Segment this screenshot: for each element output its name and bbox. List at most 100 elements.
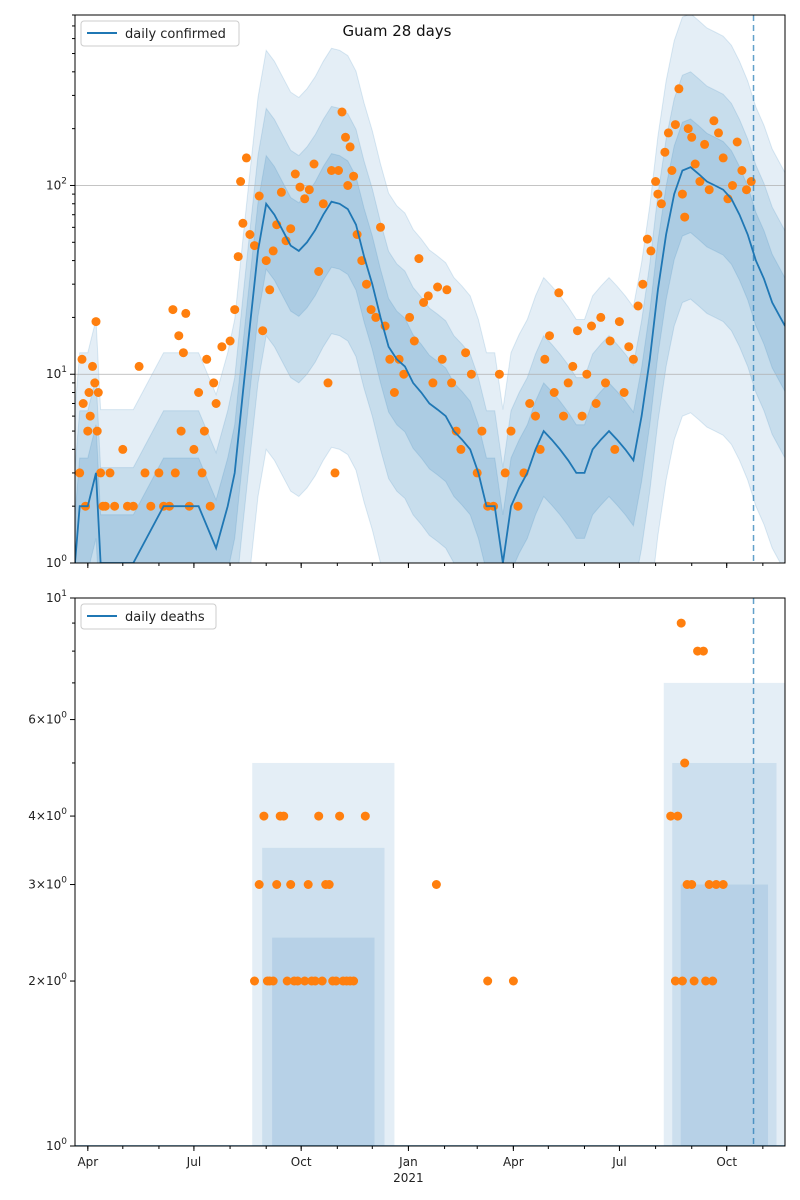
data-point <box>77 354 87 364</box>
data-point <box>701 976 711 986</box>
data-point <box>345 142 355 152</box>
data-point <box>327 166 336 175</box>
data-point <box>194 388 204 397</box>
data-point <box>261 256 271 266</box>
data-point <box>241 153 251 163</box>
data-point <box>689 976 699 986</box>
data-point <box>83 426 93 436</box>
data-point <box>303 880 313 889</box>
x-tick-label: Jul <box>186 1155 201 1169</box>
data-point <box>286 224 296 234</box>
data-point <box>100 501 110 511</box>
data-point <box>281 236 291 246</box>
data-point <box>642 234 652 244</box>
confirmed-plot-frame <box>74 14 786 564</box>
data-point <box>323 378 333 388</box>
data-point <box>573 326 582 336</box>
x-tick-label: Oct <box>291 1155 312 1169</box>
data-point <box>268 976 278 986</box>
data-point <box>238 218 248 228</box>
death-band-2-3 <box>680 884 769 1146</box>
data-point <box>335 811 345 821</box>
data-point <box>405 312 415 322</box>
confirmed-legend: daily confirmed <box>80 20 240 47</box>
data-point <box>676 618 686 628</box>
data-point <box>477 426 487 436</box>
data-point <box>414 254 424 264</box>
data-point <box>419 298 429 307</box>
data-point <box>674 84 684 94</box>
data-point <box>680 212 690 222</box>
data-point <box>698 646 708 656</box>
data-point <box>614 317 624 327</box>
data-point <box>732 137 742 147</box>
death-band-1-3 <box>272 937 375 1146</box>
death-band-1-2 <box>262 847 385 1146</box>
data-point <box>230 305 240 315</box>
data-point <box>656 199 666 209</box>
death-band-1-1 <box>252 762 395 1146</box>
data-point <box>154 468 164 478</box>
data-point <box>286 880 296 889</box>
data-point <box>225 336 235 346</box>
y-tick-label: 3×100 <box>28 876 67 892</box>
y-tick-label: 6×100 <box>28 711 67 727</box>
data-point <box>84 388 94 397</box>
data-point <box>258 326 268 336</box>
data-point <box>276 187 286 197</box>
data-point <box>508 976 518 986</box>
data-point <box>366 305 376 315</box>
data-point <box>105 468 115 478</box>
data-point <box>300 976 310 986</box>
data-point <box>181 308 191 318</box>
confirmed-panel: 100 101 102 Guam 28 days daily confirmed <box>46 14 786 570</box>
x-tick-label: Apr <box>503 1155 524 1169</box>
data-point <box>217 342 227 352</box>
data-point <box>268 246 278 256</box>
deaths-x-ticks: Apr Jul Oct Jan 2021 Apr Jul Oct <box>77 1146 764 1185</box>
data-point <box>254 880 264 889</box>
data-point <box>168 305 178 315</box>
data-point <box>709 116 719 126</box>
data-point <box>91 317 101 327</box>
data-point <box>324 880 334 889</box>
data-point <box>245 230 255 239</box>
data-point <box>75 468 85 478</box>
chart-title: Guam 28 days <box>343 22 452 40</box>
data-point <box>199 426 209 436</box>
data-point <box>466 369 476 379</box>
data-point <box>343 181 353 190</box>
data-point <box>531 411 540 421</box>
data-point <box>146 501 156 511</box>
y-tick-label: 100 <box>46 1137 67 1153</box>
data-point <box>341 132 350 142</box>
data-point <box>451 426 461 436</box>
data-point <box>494 369 504 379</box>
data-point <box>746 177 756 186</box>
data-point <box>233 252 243 262</box>
data-point <box>695 177 705 186</box>
y-tick-label: 2×100 <box>28 972 67 988</box>
data-point <box>461 348 471 358</box>
data-point <box>619 388 629 397</box>
confidence-band-1 <box>75 15 785 563</box>
data-point <box>205 501 215 511</box>
deaths-points <box>250 618 728 986</box>
deaths-plot-frame <box>74 597 786 1147</box>
data-point <box>399 369 409 379</box>
data-point <box>728 181 737 190</box>
data-point <box>483 976 493 986</box>
data-point <box>577 411 587 421</box>
data-point <box>433 282 443 292</box>
data-point <box>680 758 690 768</box>
data-point <box>85 411 95 421</box>
data-point <box>525 399 535 408</box>
y-tick-label: 101 <box>46 589 67 605</box>
data-point <box>596 312 606 322</box>
confirmed-x-ticks <box>87 563 764 568</box>
data-point <box>513 501 523 511</box>
confirmed-legend-box <box>80 20 240 47</box>
data-point <box>690 159 700 169</box>
data-point <box>428 378 438 388</box>
